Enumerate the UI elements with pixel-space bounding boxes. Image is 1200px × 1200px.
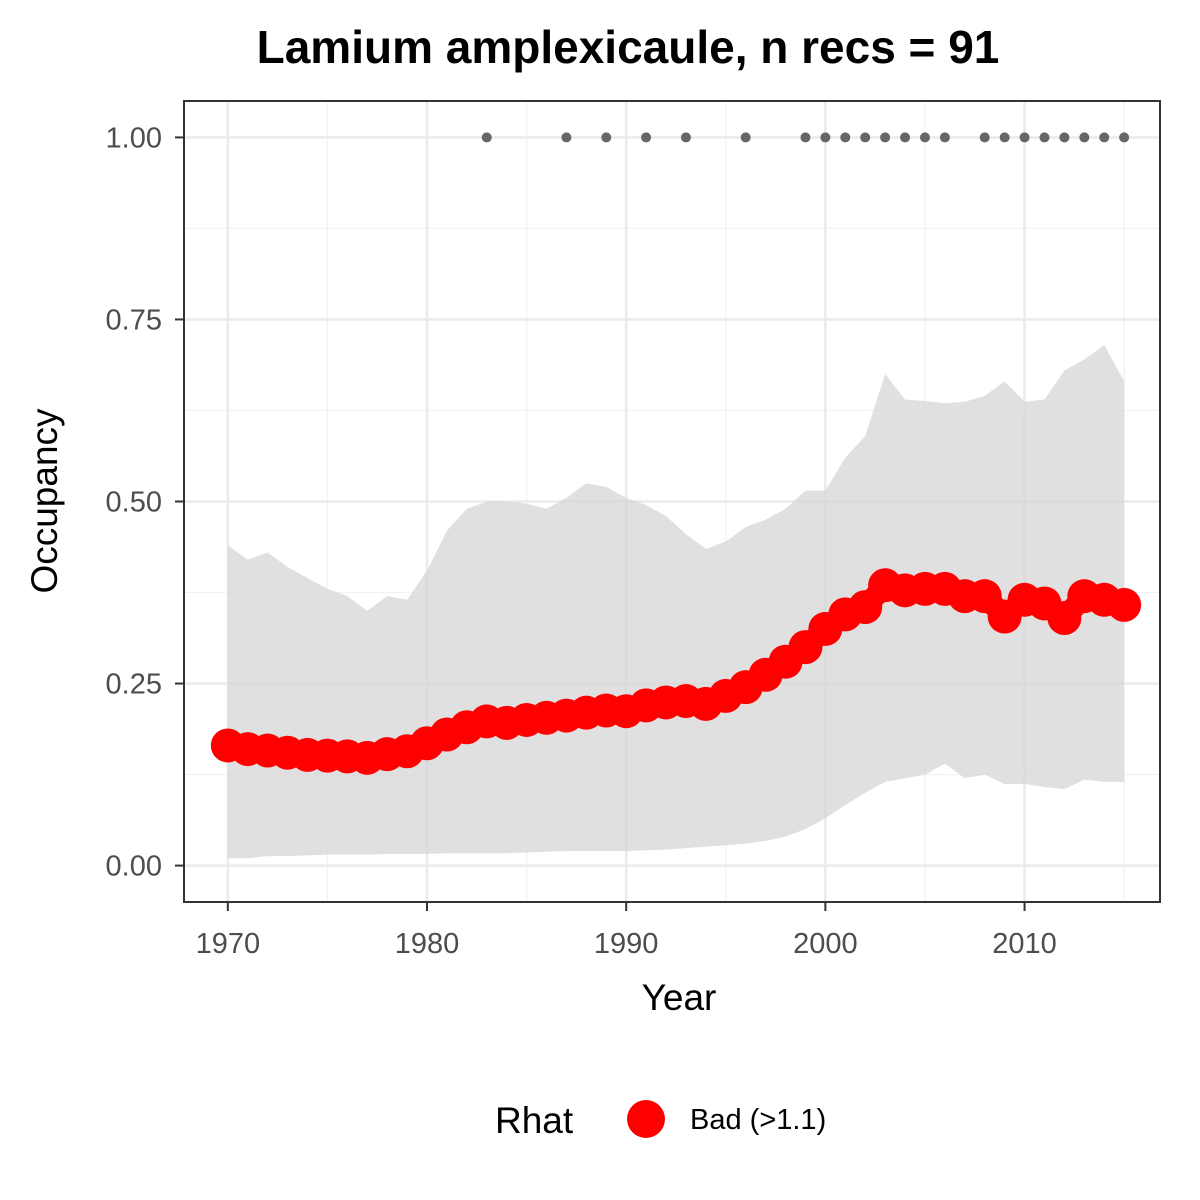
chart-title: Lamium amplexicaule, n recs = 91 (257, 21, 1000, 73)
record-point (820, 132, 831, 143)
record-point (1059, 132, 1070, 143)
line-layer (210, 568, 1142, 775)
record-point (900, 132, 911, 143)
record-point (601, 132, 612, 143)
record-point (1019, 132, 1030, 143)
record-point (481, 132, 492, 143)
y-tick-label: 0.75 (106, 304, 162, 336)
y-tick-label: 1.00 (106, 122, 162, 154)
y-axis: 0.00 0.25 0.50 0.75 1.00 (106, 122, 184, 883)
x-axis: 1970 1980 1990 2000 2010 (196, 902, 1057, 960)
legend-label-bad: Bad (>1.1) (690, 1104, 826, 1136)
record-point (561, 132, 572, 143)
record-point (979, 132, 990, 143)
x-tick-label: 2010 (992, 928, 1057, 960)
records-layer (481, 132, 1130, 143)
y-tick-label: 0.25 (106, 669, 162, 701)
record-point (740, 132, 751, 143)
x-axis-title: Year (642, 977, 717, 1018)
record-point (999, 132, 1010, 143)
record-point (840, 132, 851, 143)
plot-panel (183, 100, 1161, 903)
y-tick-label: 0.50 (106, 487, 162, 519)
record-point (641, 132, 652, 143)
y-tick-label: 0.00 (106, 851, 162, 883)
occupancy-point (848, 590, 883, 625)
record-point (1099, 132, 1110, 143)
x-tick-label: 2000 (793, 928, 858, 960)
occupancy-point (1107, 587, 1142, 622)
legend: Rhat Bad (>1.1) (495, 1100, 826, 1141)
y-axis-title: Occupancy (24, 408, 65, 594)
legend-key-bad (627, 1100, 665, 1138)
record-point (860, 132, 871, 143)
legend-title: Rhat (495, 1100, 574, 1141)
occupancy-point (1047, 601, 1082, 636)
record-point (880, 132, 891, 143)
record-point (800, 132, 811, 143)
x-tick-label: 1980 (395, 928, 460, 960)
record-point (919, 132, 930, 143)
record-point (1079, 132, 1090, 143)
record-point (1119, 132, 1130, 143)
record-point (680, 132, 691, 143)
x-tick-label: 1970 (196, 928, 261, 960)
x-tick-label: 1990 (594, 928, 659, 960)
record-point (1039, 132, 1050, 143)
record-point (939, 132, 950, 143)
